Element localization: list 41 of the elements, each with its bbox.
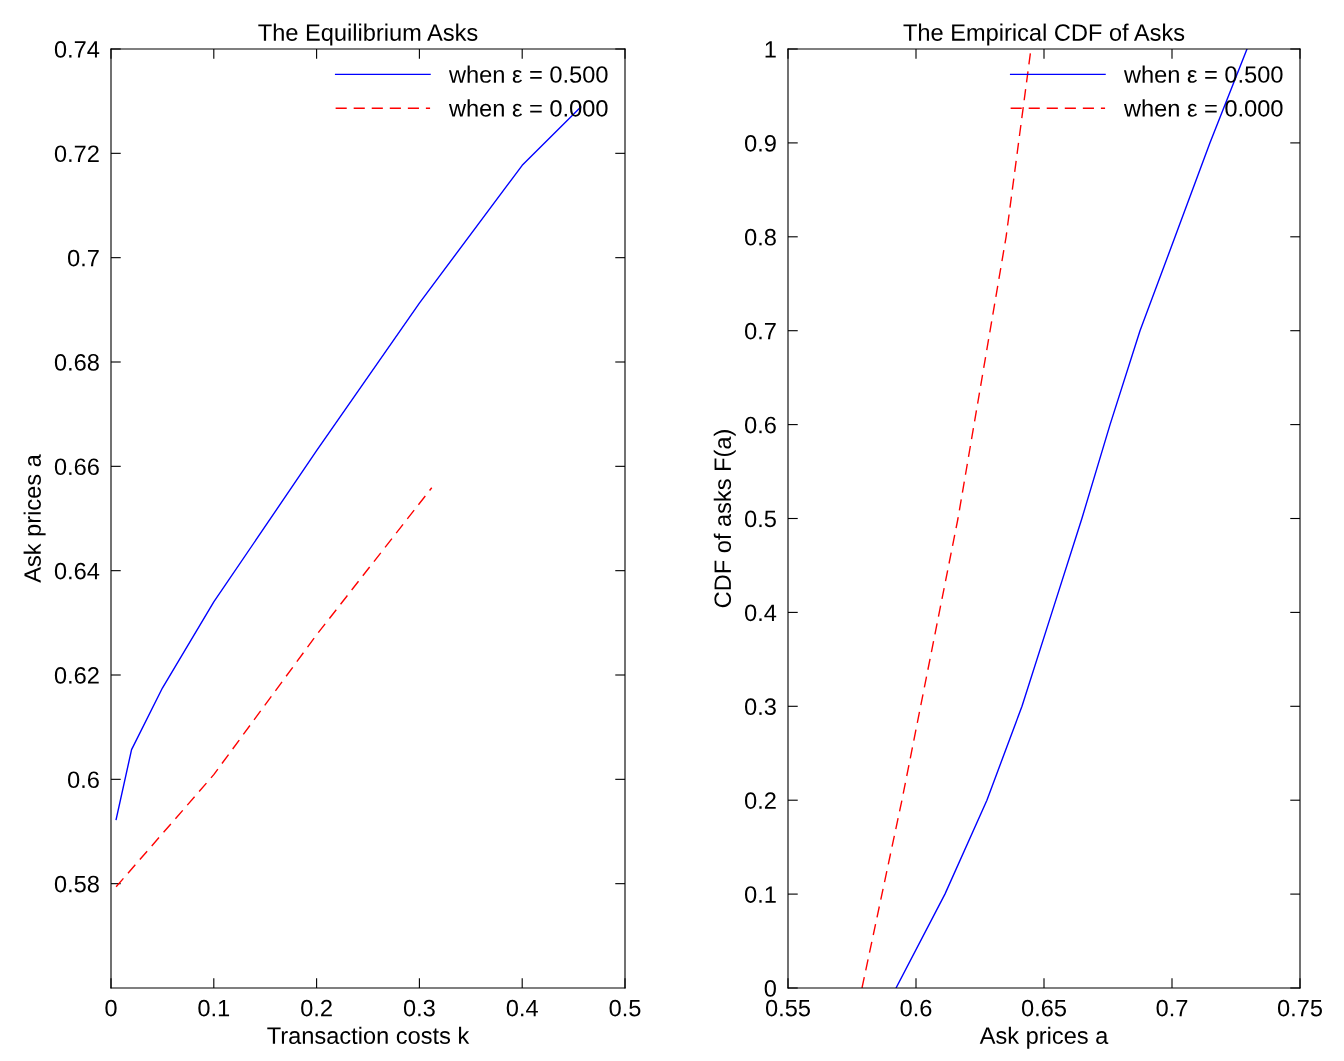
x-tick-label: 0.75 <box>1277 999 1322 1017</box>
x-axis-title: Transaction costs k <box>267 1026 470 1045</box>
x-tick-label: 0.3 <box>403 999 435 1017</box>
x-tick-label: 0.6 <box>900 999 932 1017</box>
y-tick-label: 0.1 <box>744 886 776 903</box>
y-axis-title: CDF of asks F(a) <box>713 430 736 608</box>
x-tick-label: 0.5 <box>609 999 641 1017</box>
chart-title: The Equilibrium Asks <box>258 23 478 46</box>
y-tick-label: 0.6 <box>67 771 99 789</box>
y-tick-label: 0.2 <box>744 792 776 809</box>
x-tick-label: 0.65 <box>1021 999 1066 1017</box>
y-tick-label: 0.7 <box>744 322 776 340</box>
y-tick-label: 0.74 <box>54 41 100 58</box>
legend-label: when ε = 0.500 <box>448 65 608 83</box>
y-tick-label: 0.9 <box>744 134 776 152</box>
y-tick-label: 0.72 <box>54 145 99 163</box>
x-tick-label: 0.2 <box>301 999 332 1017</box>
y-tick-label: 0.3 <box>744 698 776 716</box>
y-tick-label: 0 <box>764 980 776 997</box>
y-tick-label: 0.6 <box>744 416 776 434</box>
y-tick-label: 0.64 <box>54 562 100 580</box>
y-tick-label: 0.5 <box>744 510 776 528</box>
x-tick-label: 0.4 <box>506 999 538 1017</box>
y-tick-label: 0.58 <box>54 875 99 893</box>
x-tick-label: 0.1 <box>198 999 230 1017</box>
legend-label: when ε = 0.000 <box>1123 99 1283 117</box>
x-axis-title: Ask prices a <box>979 1026 1109 1049</box>
y-tick-label: 0.4 <box>744 604 777 622</box>
x-tick-label: 0.7 <box>1156 999 1188 1017</box>
y-tick-label: 0.8 <box>744 228 776 246</box>
chart-title: The Empirical CDF of Asks <box>903 23 1185 46</box>
y-tick-label: 0.66 <box>54 458 99 476</box>
line-series <box>115 487 433 888</box>
legend-label: when ε = 0.000 <box>448 99 608 117</box>
x-tick-label: 0 <box>105 999 117 1017</box>
y-tick-label: 1 <box>765 41 776 58</box>
y-tick-label: 0.62 <box>54 667 99 684</box>
y-tick-label: 0.7 <box>67 249 99 267</box>
x-tick-label: 0.55 <box>765 999 810 1017</box>
y-tick-label: 0.68 <box>54 354 99 371</box>
y-axis-title: Ask prices a <box>23 454 46 583</box>
